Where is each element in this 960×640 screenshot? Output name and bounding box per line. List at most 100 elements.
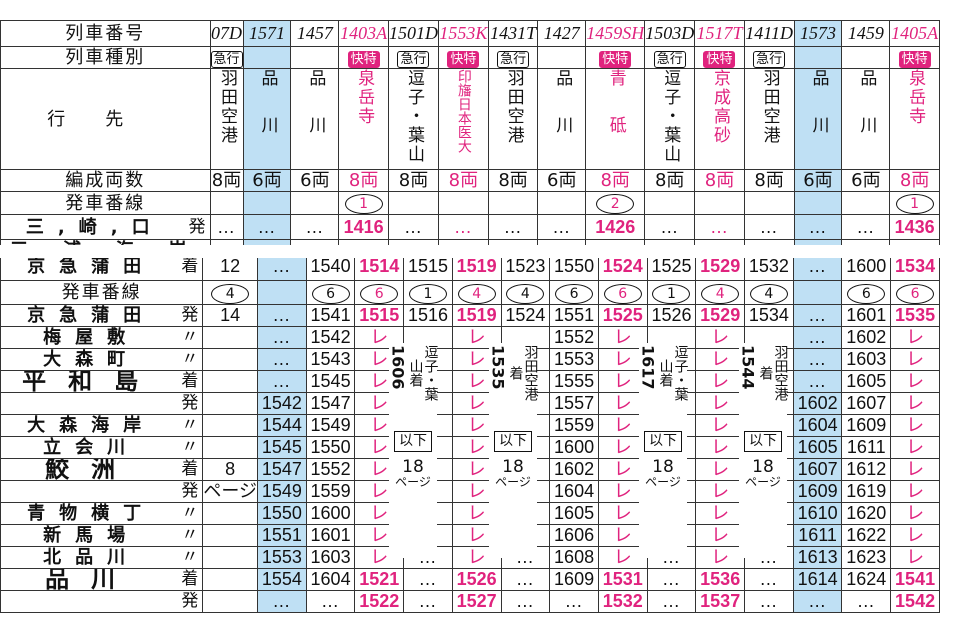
train-number-cell: 1427 [537,20,587,47]
platform-cell: 6 [549,280,599,305]
note-destination: 逗子・葉山着 [407,345,439,401]
time-cell: 1605 [549,502,599,525]
timetable-body-table: 京急蒲田着 12… 1540 1514 1515 1519 1523 1550 1524 1525… [0,258,940,613]
car-count-cell: 8両 [644,169,696,192]
platform-number: 6 [847,283,886,304]
see-page-word: ページ [395,475,431,489]
time-cell: 1622 [841,524,892,547]
time-cell: 1602 [792,392,843,415]
express-badge: 急行 [753,51,786,68]
time-cell: … [257,258,307,281]
destination-cell: 羽田空港 [743,68,795,170]
time-cell [202,524,258,547]
station-suffix: 発 [181,305,199,326]
express-badge: 急行 [211,51,243,68]
time-cell: 1527 [451,590,502,613]
time-cell: レ [890,524,940,547]
time-cell: … [257,348,307,371]
platform-number: 6 [360,283,399,304]
platform-number: 4 [457,283,496,304]
station-name: 鮫洲 着 [0,458,204,481]
platform-cell: 4 [500,280,551,305]
time-cell: 1525 [646,258,697,281]
time-cell: ページ [202,480,258,503]
station-label: 鮫洲 [45,458,138,481]
station-name: 三,崎,口 発 [0,214,211,240]
platform-cell: 4 [451,280,502,305]
time-cell: 1542 [257,392,307,415]
time-cell: レ [890,392,940,415]
time-cell: レ [695,458,746,481]
destination-text: 羽田空港 [759,69,780,146]
time-cell: 1543 [305,348,356,371]
time-cell: 1436 [889,214,940,240]
rapid-express-badge: 快特 [599,51,632,68]
time-cell: 1600 [305,502,356,525]
see-page-label: 以下 [644,431,682,452]
time-cell: 1525 [597,304,648,327]
time-cell [202,546,258,569]
station-label: 京急蒲田 [27,305,156,326]
time-cell: 1523 [500,258,551,281]
time-cell: 1547 [257,458,307,481]
destination-cell: 印旛日本医大 [437,68,489,170]
see-page-word: ページ [645,475,681,489]
station-name: 大森海岸 〃 [0,414,204,437]
time-cell: 1601 [305,524,356,547]
platform-cell: 6 [890,280,940,305]
destination-cell: 品川 [841,68,891,170]
car-count-cell: 8両 [209,169,244,192]
time-cell: 1532 [597,590,648,613]
platform-cell: 1 [646,280,697,305]
platform-cell [209,191,244,215]
time-cell: 1552 [305,458,356,481]
note-destination: 羽田空港着 [507,345,539,401]
time-cell: 1524 [597,258,648,281]
train-type-cell: 快特 [437,46,489,69]
time-cell: 1526 [646,304,697,327]
car-count-cell: 8両 [437,169,489,192]
time-cell: 1609 [549,568,599,591]
time-cell: 1559 [305,480,356,503]
time-cell: 1603 [841,348,892,371]
time-cell: レ [890,370,940,393]
time-cell: … [841,590,892,613]
time-cell: … [437,239,489,245]
station-label: 新馬場 [43,525,140,546]
time-cell: レ [890,436,940,459]
car-count-cell: 6両 [793,169,843,192]
see-page-label: 以下 [744,431,782,452]
destination-text: 逗子・葉山 [660,69,681,165]
time-cell: … [792,326,843,349]
station-name: 北品川 〃 [0,546,204,569]
time-cell: … [403,568,453,591]
time-cell: 1609 [792,480,843,503]
platform-cell: 6 [841,280,892,305]
station-suffix: 着 [181,258,199,276]
time-cell [202,590,258,613]
platform-cell: 4 [202,280,258,305]
destination-text: 青砥 [605,69,626,164]
station-name: 鮫洲発 [0,480,204,503]
platform-cell: 6 [305,280,356,305]
time-cell: 1619 [841,480,892,503]
platform-cell [257,280,307,305]
timetable-top-section: 列車番号 07D 1571 1457 1403A 1501D 1553K 1431T 1427 1… [0,0,940,245]
time-cell: … [500,590,551,613]
car-count-cell: 8両 [694,169,745,192]
time-cell: … [403,590,453,613]
time-cell: 1526 [451,568,502,591]
time-cell: レ [890,546,940,569]
time-cell: 1519 [451,258,502,281]
see-page-label: 以下 [394,431,432,452]
time-cell [202,414,258,437]
car-count-cell: 8両 [387,169,439,192]
train-number-cell: 1403A [338,20,389,47]
time-cell: 1551 [257,524,307,547]
see-page-box: 以下 [389,431,437,452]
platform-cell: 1 [889,191,940,215]
time-cell [202,370,258,393]
time-cell: 1416 [338,214,389,240]
platform-cell [387,191,439,215]
destination-cell: 逗子・葉山 [387,68,439,170]
